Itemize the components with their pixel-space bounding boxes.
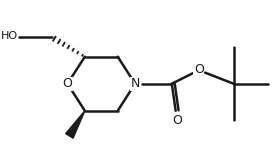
Polygon shape: [66, 111, 85, 138]
Text: O: O: [194, 63, 204, 76]
Text: O: O: [173, 114, 183, 127]
Text: N: N: [130, 77, 140, 90]
Text: HO: HO: [1, 31, 18, 41]
Text: O: O: [62, 77, 73, 90]
